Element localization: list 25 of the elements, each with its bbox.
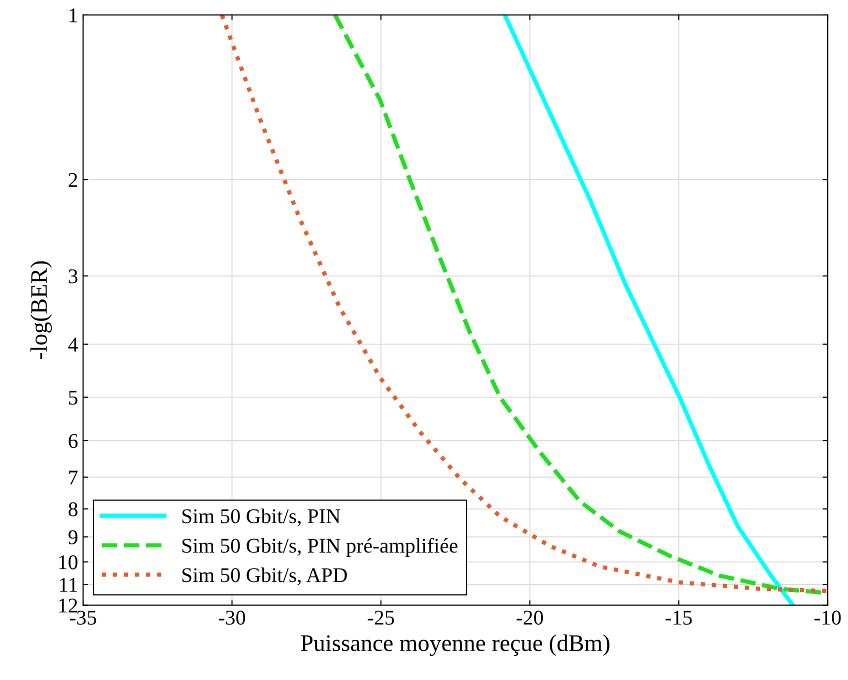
x-tick-label: -10 xyxy=(814,610,841,625)
y-tick-label: 10 xyxy=(59,555,78,570)
line-series xyxy=(220,14,828,594)
x-tick-label: -35 xyxy=(70,610,96,625)
legend-label: Sim 50 Gbit/s, PIN xyxy=(182,508,340,526)
y-tick-label: 11 xyxy=(60,578,77,592)
legend-label: Sim 50 Gbit/s, PIN pré-amplifiée xyxy=(182,538,458,558)
y-tick-label: 7 xyxy=(69,470,78,484)
y-tick-label: 8 xyxy=(68,502,78,516)
legend-label: Sim 50 Gbit/s, APD xyxy=(182,568,347,586)
x-tick-label: -30 xyxy=(218,610,246,625)
y-tick-label: 2 xyxy=(68,173,78,187)
y-tick-label: 5 xyxy=(69,390,78,405)
y-tick-label: 12 xyxy=(59,598,78,612)
x-tick-label: -15 xyxy=(666,610,692,625)
x-axis-title: Puissance moyenne reçue (dBm) xyxy=(300,634,610,656)
line-series xyxy=(502,14,795,606)
y-tick-label: 3 xyxy=(68,269,78,284)
y-tick-label: 1 xyxy=(70,8,77,22)
y-tick-label: 9 xyxy=(68,530,78,544)
y-tick-label: 4 xyxy=(68,338,78,352)
y-axis-title: -log(BER) xyxy=(30,261,52,360)
x-tick-label: -20 xyxy=(516,610,543,625)
y-tick-label: 6 xyxy=(68,434,78,448)
x-tick-label: -25 xyxy=(368,610,394,625)
